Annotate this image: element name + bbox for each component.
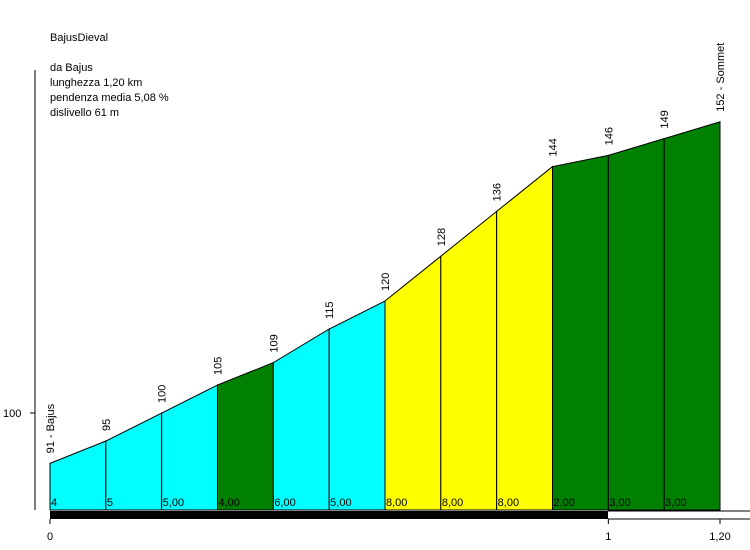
info-line-length: lunghezza 1,20 km [50,77,142,89]
y-tick-label: 100 [3,408,21,420]
elevation-label: 136 [492,183,504,201]
info-line-elevation-gain: dislivello 61 m [50,107,119,119]
grade-labels: 4 5 5,00 4,00 6,00 5,00 8,00 8,00 8,00 2,00 3,00 3,… [51,497,687,509]
profile-segment [49,440,107,511]
segment-grade-label: 3,00 [665,497,686,509]
info-line-start: da Bajus [50,62,93,74]
elevation-label: 146 [603,127,615,145]
elevation-label: 144 [548,138,560,156]
profile-segment [384,255,442,511]
elevation-label: 91 - Bajus [45,403,57,453]
elevation-label: 149 [659,110,671,128]
elevation-label: 95 [101,419,113,431]
segment-grade-label: 3,00 [609,497,630,509]
profile-segment [105,412,163,511]
x-tick-label: 0 [47,531,53,543]
profile-segment [328,300,386,511]
distance-bar-km-filled [50,511,608,519]
elevation-label: 120 [380,273,392,291]
segment-grade-label: 4,00 [219,497,240,509]
profile-segment [607,137,665,511]
x-tick-label: 1 [605,531,611,543]
elevation-label: 100 [157,385,169,403]
distance-bar [50,510,750,520]
elevation-label: 152 - Sommet [715,43,727,112]
segment-grade-label: 4 [51,497,57,509]
info-block: da Bajus lunghezza 1,20 km pendenza medi… [50,62,169,119]
segment-grade-label: 2,00 [554,497,575,509]
segment-grade-label: 8,00 [442,497,463,509]
profile-segments [49,121,721,511]
segment-grade-label: 6,00 [274,497,295,509]
x-tick-labels: 0 1 1,20 [47,519,731,543]
profile-segment [161,384,218,511]
profile-segment [440,210,498,511]
x-tick-label: 1,20 [709,531,730,543]
elevation-label: 105 [213,357,225,375]
chart-title: BajusDieval [50,32,108,44]
segment-grade-label: 8,00 [498,497,519,509]
elevation-label: 115 [324,301,336,319]
profile-segment [496,165,553,511]
profile-segment [217,361,274,511]
info-line-gradient: pendenza media 5,08 % [50,92,169,104]
segment-grade-label: 5 [107,497,113,509]
segment-grade-label: 5,00 [330,497,351,509]
profile-segment [552,154,609,511]
segment-grade-label: 8,00 [386,497,407,509]
elevation-label: 109 [268,334,280,352]
profile-segment [272,328,330,511]
segment-grade-label: 5,00 [163,497,184,509]
profile-segment [663,121,721,511]
elevation-label: 128 [436,228,448,246]
elevation-labels: 91 - Bajus 95 100 105 109 115 120 128 136 144 146 1… [45,43,727,454]
